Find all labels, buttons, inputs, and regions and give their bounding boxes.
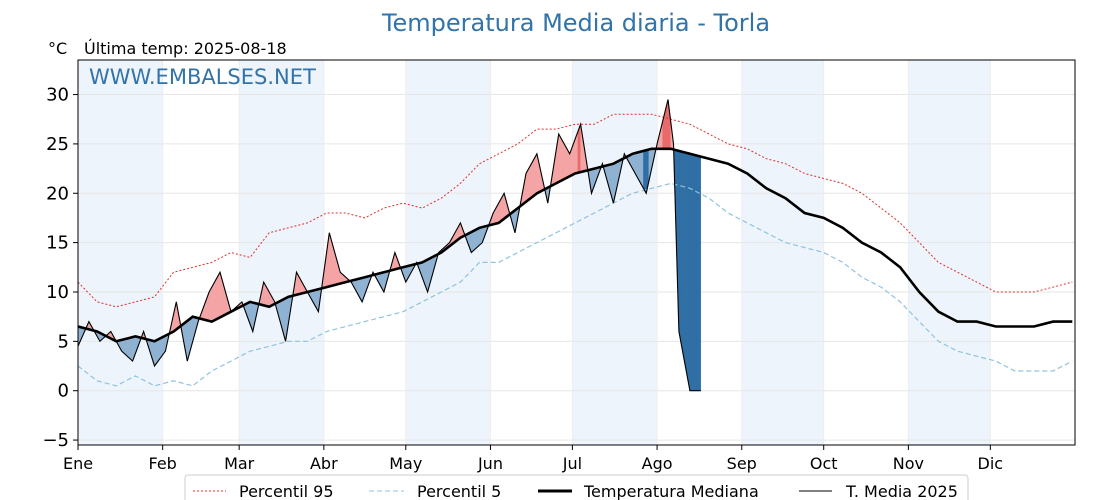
anomaly-fill	[476, 227, 480, 249]
legend-label-p5: Percentil 5	[417, 482, 501, 500]
legend-label-median: Temperatura Mediana	[583, 482, 759, 500]
y-tick-label: 30	[46, 85, 69, 106]
x-tick-label: Sep	[727, 454, 757, 473]
chart-title: Temperatura Media diaria - Torla	[381, 9, 770, 37]
series-lines	[77, 99, 1073, 392]
series-line-percentil-5	[77, 182, 1073, 387]
anomaly-fill	[643, 149, 647, 195]
month-shade-mar	[239, 60, 324, 445]
y-tick-label: 15	[46, 233, 69, 254]
x-tick-label: Mar	[224, 454, 255, 473]
y-tick-label: 5	[58, 331, 69, 352]
month-shade-sep	[741, 60, 824, 445]
anomaly-fill	[692, 154, 696, 391]
anomaly-fill	[697, 155, 701, 391]
anomaly-fill	[678, 150, 682, 347]
month-shading	[78, 60, 991, 445]
x-tick-label: Oct	[810, 454, 838, 473]
month-shade-nov	[908, 60, 991, 445]
anomaly-fill	[695, 154, 699, 391]
anomaly-fill	[129, 336, 133, 362]
legend-label-p95: Percentil 95	[239, 482, 334, 500]
legend-box	[184, 474, 969, 500]
anomaly-fill	[684, 152, 688, 376]
y-axis: −5 0 5 10 15 20 25 30	[42, 85, 78, 451]
month-shade-may	[405, 60, 491, 445]
y-tick-label: 0	[58, 381, 69, 402]
series-line-temperatura-mediana	[77, 147, 1073, 343]
x-tick-label: Abr	[310, 454, 338, 473]
x-tick-label: May	[389, 454, 422, 473]
x-tick-label: Jul	[562, 454, 582, 473]
anomaly-fill	[640, 150, 644, 190]
anomaly-fill	[473, 228, 477, 251]
legend: Percentil 95 Percentil 5 Temperatura Med…	[184, 474, 969, 500]
y-tick-label: 25	[46, 134, 69, 155]
y-tick-label: 20	[46, 183, 69, 204]
series-line-percentil-95	[77, 113, 1073, 308]
month-shade-ene	[78, 60, 163, 445]
anomaly-fill	[681, 151, 685, 362]
anomaly-fill	[211, 281, 215, 322]
watermark: WWW.EMBALSES.NET	[89, 65, 316, 89]
last-temp-label: Última temp: 2025-08-18	[84, 39, 287, 58]
y-tick-label: 10	[46, 282, 69, 303]
x-tick-label: Nov	[893, 454, 924, 473]
anomaly-fill	[561, 138, 565, 181]
plot-frame	[77, 59, 1076, 446]
month-shade-jul	[572, 60, 658, 445]
y-tick-label: −5	[42, 430, 69, 451]
anomaly-fill	[528, 162, 532, 201]
y-unit-label: °C	[48, 39, 67, 58]
series-line-t-media-2025	[77, 99, 701, 392]
legend-label-current: T. Media 2025	[845, 482, 958, 500]
x-tick-label: Jun	[477, 454, 503, 473]
anomaly-fill	[558, 133, 562, 183]
anomaly-fill	[214, 276, 218, 321]
anomaly-fill	[533, 153, 538, 196]
x-tick-label: Dic	[978, 454, 1004, 473]
grid-lines	[77, 60, 1075, 445]
anomaly-fill	[531, 157, 535, 198]
x-tick-label: Feb	[149, 454, 177, 473]
x-tick-label: Ene	[63, 454, 93, 473]
anomaly-fill	[471, 230, 475, 253]
anomaly-fill	[126, 337, 131, 360]
anomaly-fill	[217, 271, 221, 320]
x-axis: Ene Feb Mar Abr May Jun Jul Ago Sep Oct Nov Dic	[63, 445, 1003, 473]
x-tick-label: Ago	[642, 454, 673, 473]
